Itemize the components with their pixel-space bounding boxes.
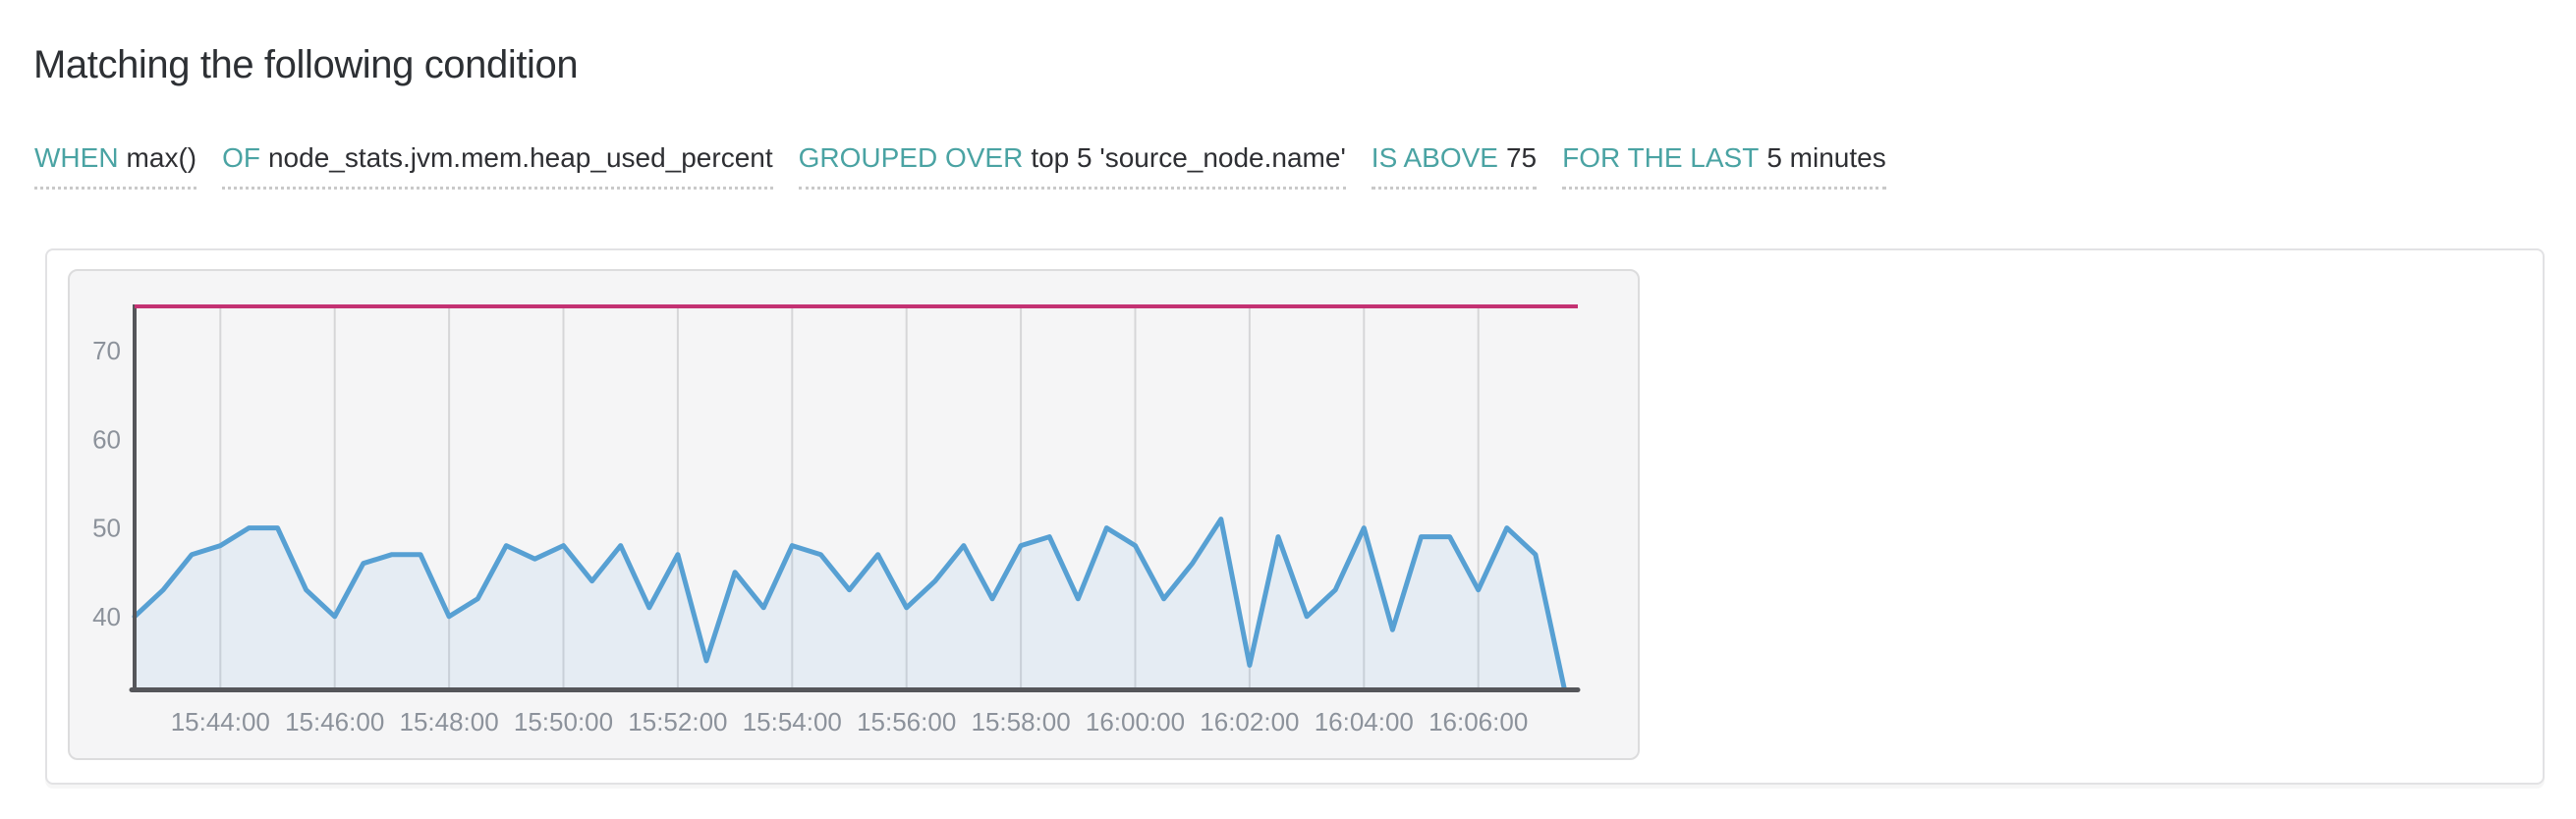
- condition-keyword: IS ABOVE: [1371, 142, 1498, 173]
- x-tick-label: 15:44:00: [171, 707, 270, 737]
- chart-panel: 15:44:00 15:46:00 15:48:00 15:50:00 15:52:00…: [68, 269, 1640, 760]
- condition-keyword: WHEN: [34, 142, 119, 173]
- x-tick-label: 16:02:00: [1200, 707, 1299, 737]
- y-tick-label: 70: [92, 336, 121, 365]
- y-tick-label: 40: [92, 602, 121, 631]
- metric-line: [132, 517, 1567, 690]
- x-tick-label: 15:58:00: [971, 707, 1070, 737]
- metric-area: [135, 519, 1564, 687]
- condition-keyword: GROUPED OVER: [798, 142, 1024, 173]
- x-tick-label: 15:46:00: [285, 707, 384, 737]
- condition-expression-row: WHEN max() OF node_stats.jvm.mem.heap_used_…: [34, 141, 1886, 190]
- x-tick-label: 15:50:00: [514, 707, 613, 737]
- x-tick-label: 15:48:00: [399, 707, 498, 737]
- condition-expression-for-the-last[interactable]: FOR THE LAST 5 minutes: [1562, 141, 1886, 190]
- x-tick-label: 15:52:00: [628, 707, 727, 737]
- page-title: Matching the following condition: [33, 43, 579, 86]
- x-tick-label: 16:04:00: [1315, 707, 1414, 737]
- condition-expression-is-above[interactable]: IS ABOVE 75: [1371, 141, 1538, 190]
- condition-keyword: OF: [222, 142, 260, 173]
- condition-value: top 5 'source_node.name': [1031, 142, 1346, 173]
- condition-value: max(): [126, 142, 197, 173]
- condition-value: node_stats.jvm.mem.heap_used_percent: [267, 142, 773, 173]
- condition-expression-of[interactable]: OF node_stats.jvm.mem.heap_used_percent: [222, 141, 773, 190]
- x-tick-label: 16:06:00: [1428, 707, 1528, 737]
- condition-value: 5 minutes: [1766, 142, 1886, 173]
- x-tick-label: 15:54:00: [743, 707, 842, 737]
- preview-card: 15:44:00 15:46:00 15:48:00 15:50:00 15:52:00…: [45, 248, 2545, 785]
- y-tick-label: 60: [92, 424, 121, 454]
- condition-expression-when[interactable]: WHEN max(): [34, 141, 197, 190]
- condition-value: 75: [1505, 142, 1538, 173]
- condition-expression-grouped-over[interactable]: GROUPED OVER top 5 'source_node.name': [798, 141, 1346, 190]
- y-tick-label: 50: [92, 514, 121, 543]
- x-tick-label: 15:56:00: [857, 707, 956, 737]
- condition-keyword: FOR THE LAST: [1562, 142, 1760, 173]
- threshold-preview-chart: 15:44:00 15:46:00 15:48:00 15:50:00 15:52:00…: [92, 304, 1581, 737]
- x-tick-label: 16:00:00: [1086, 707, 1185, 737]
